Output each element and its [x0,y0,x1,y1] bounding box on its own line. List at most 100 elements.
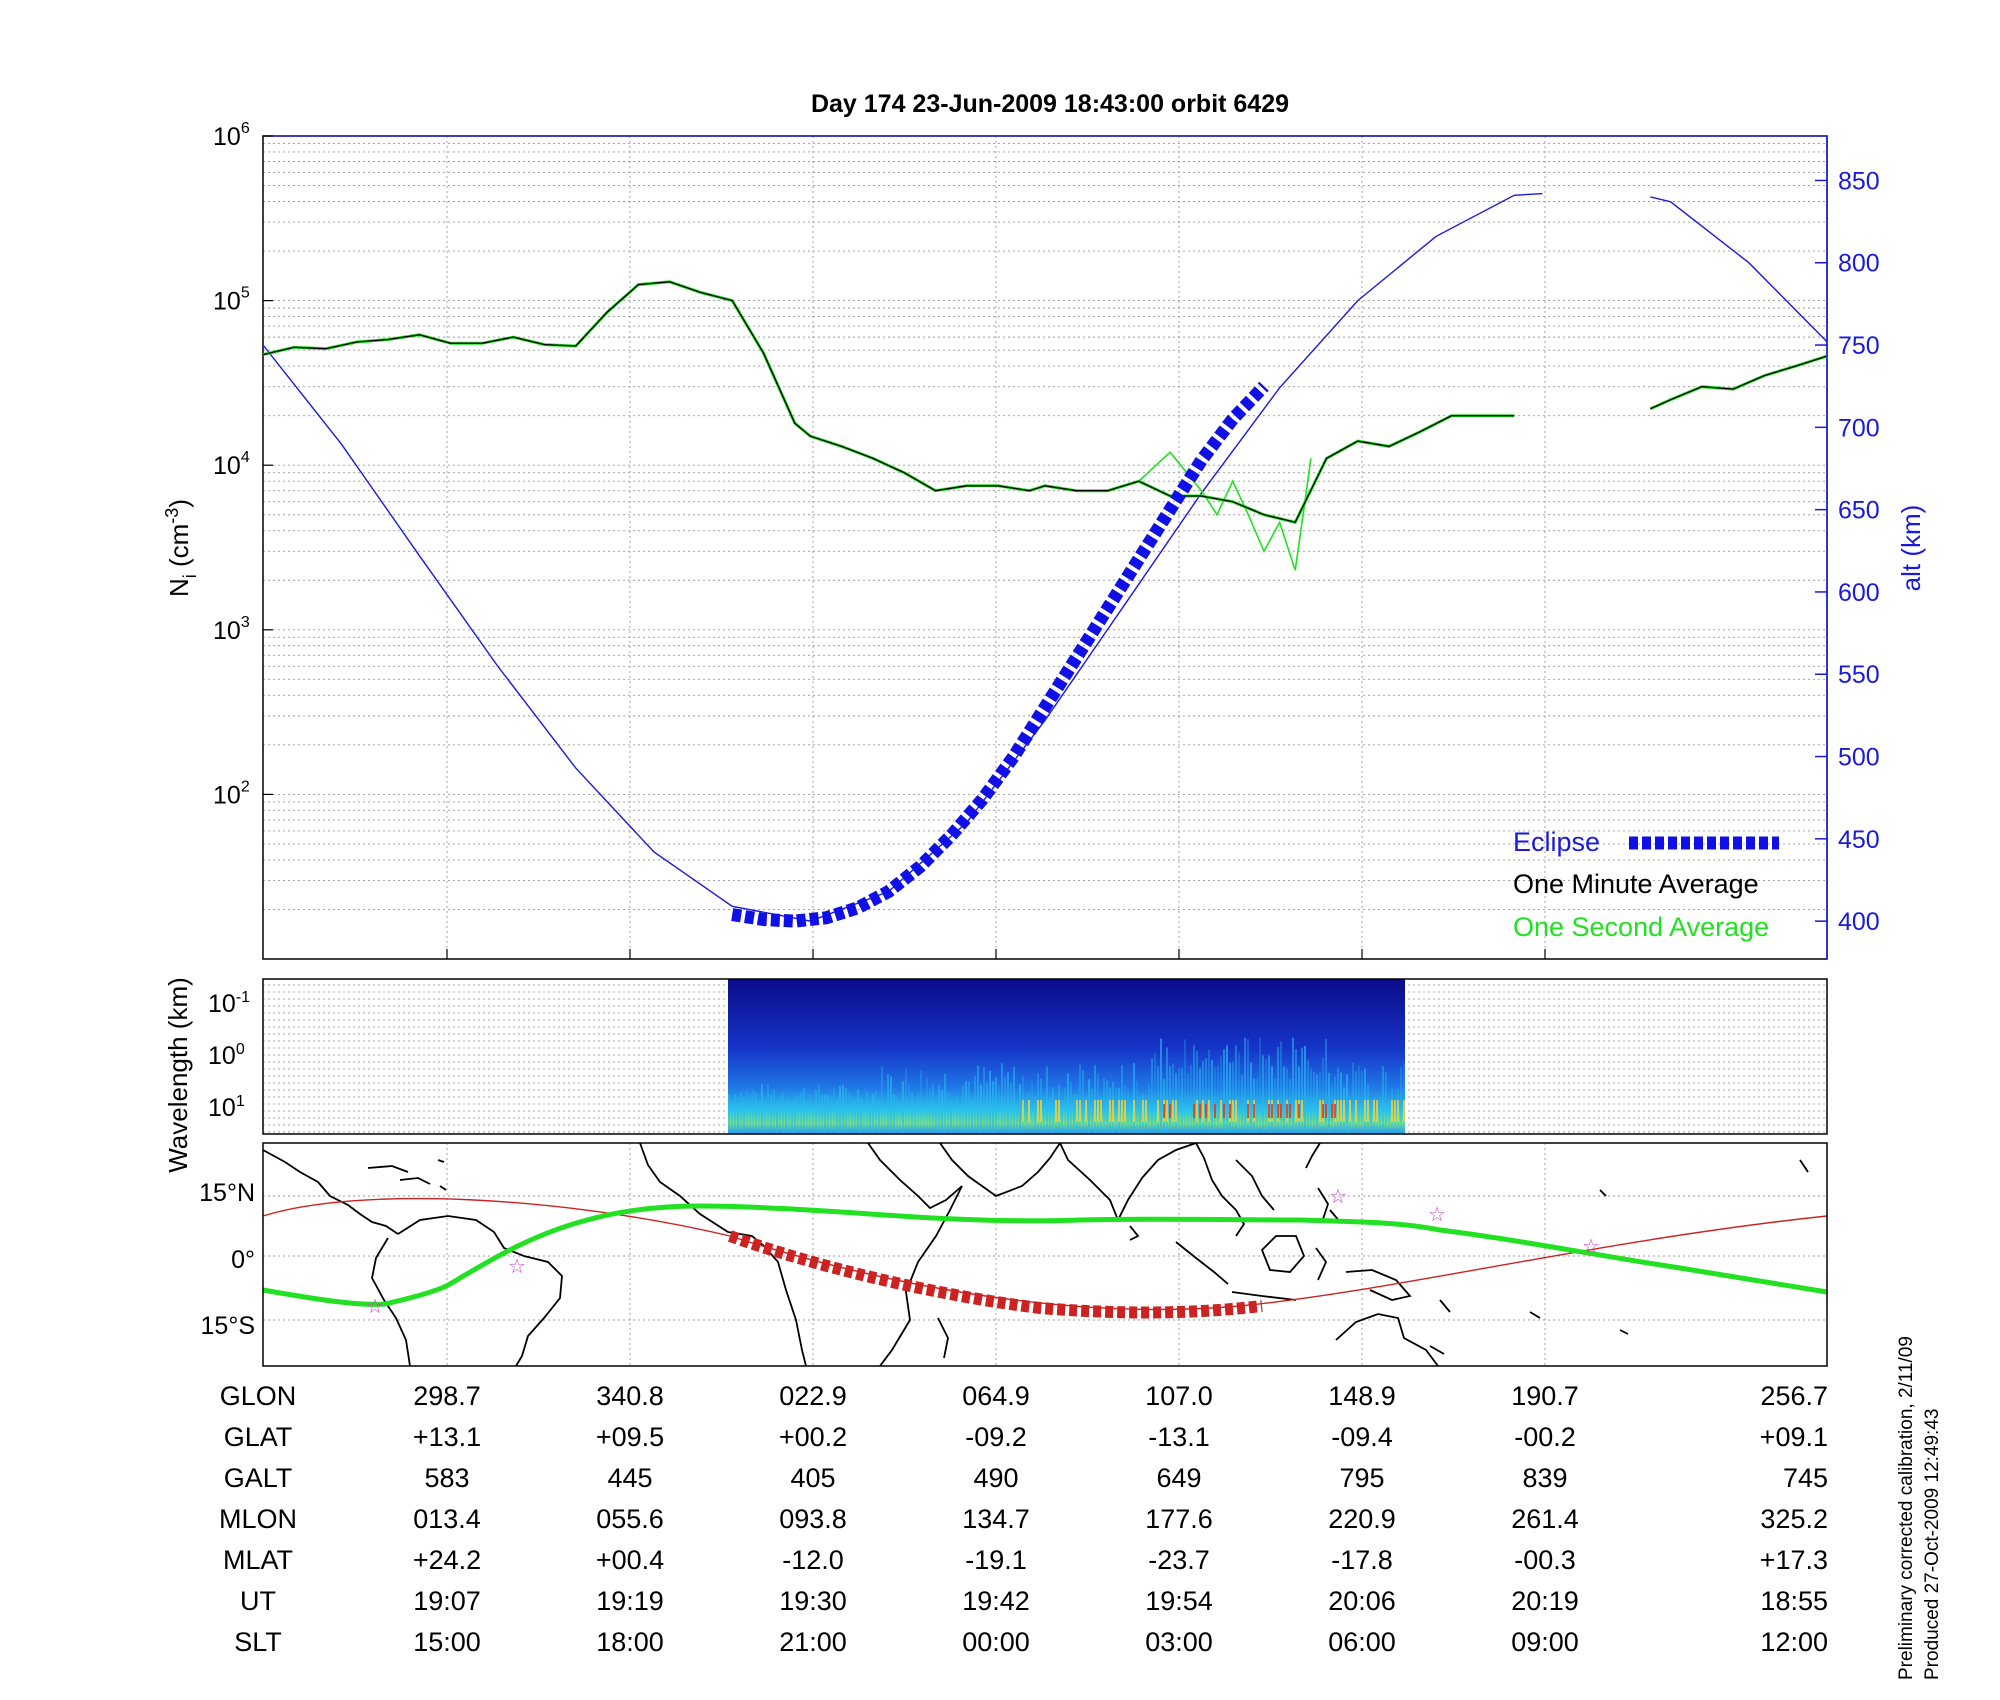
orbit-table: GLON 298.7 340.8 022.9 064.9 107.0 148.9 190.7 2… [219,1381,1828,1657]
table-cell: -13.1 [1148,1422,1210,1452]
legend-second: One Second Average [1513,912,1769,942]
spec-hot [1376,1100,1378,1122]
spec-hot [1040,1100,1042,1122]
spec-streak [1136,1081,1138,1134]
spec-streak [758,1100,760,1134]
coast-india [1059,1142,1197,1223]
spec-hot [1319,1100,1321,1122]
spec-streak [1211,1059,1213,1134]
spec-hot [1133,1100,1135,1122]
spec-streak [995,1077,997,1134]
spec-hot [1364,1100,1366,1122]
spec-streak [890,1076,892,1134]
table-cell: 19:42 [962,1586,1030,1616]
spec-streak [974,1076,976,1134]
station-star-icon: ☆ [1428,1204,1446,1226]
spec-streak [884,1102,886,1134]
right-tick-label: 400 [1838,908,1880,936]
spec-streak [1301,1047,1303,1134]
density-panel: 102 103 104 105 106 400 450 500 550 600 650 700 750… [213,120,1880,960]
spec-streak [1166,1047,1168,1134]
spec-streak [1283,1066,1285,1134]
minute-average-line [262,281,1515,524]
spec-streak [1346,1074,1348,1134]
coast-africa-east [867,1142,963,1367]
spec-streak [860,1098,862,1134]
map-panel: ☆ ☆ ☆ ☆ ☆ 15°N 0° 15°S [199,1142,1828,1367]
spec-streak [1358,1065,1360,1134]
spec-streak [923,1097,925,1134]
y-axis-label-right: alt (km) [1896,505,1926,592]
spec-streak [947,1092,949,1134]
table-cell: 490 [973,1463,1018,1493]
spec-streak [905,1068,907,1134]
station-star-icon: ☆ [508,1256,526,1278]
station-star-icon: ☆ [1582,1236,1600,1258]
spec-streak [740,1091,742,1134]
spec-streak [1067,1073,1069,1134]
spec-hot-red [1199,1104,1201,1118]
spec-hot [1196,1100,1198,1122]
spec-hot [1349,1100,1351,1122]
spec-hot [1094,1100,1096,1122]
spec-hot [1235,1100,1237,1122]
spec-streak [1265,1059,1267,1134]
map-tick-15n: 15°N [199,1179,255,1207]
spec-streak [827,1094,829,1134]
spec-hot [1208,1100,1210,1122]
spec-hot-red [1289,1104,1291,1118]
spec-streak [1235,1045,1237,1134]
spec-streak [926,1077,928,1134]
spec-streak [1007,1072,1009,1134]
spec-streak [737,1102,739,1134]
spec-hot [1355,1100,1357,1122]
spec-hot-red [1334,1104,1336,1118]
density-series [262,192,1828,928]
spec-hot [1109,1100,1111,1122]
table-row-label: GLON [220,1381,297,1411]
spec-hot [1118,1100,1120,1122]
table-cell: -00.2 [1514,1422,1576,1452]
spec-streak [1046,1066,1048,1134]
table-cell: +17.3 [1760,1545,1828,1575]
table-row-label: SLT [234,1627,282,1657]
spec-streak [893,1094,895,1134]
spectrogram-panel: 10-1 100 101 [208,978,1828,1135]
spec-hot-red [1193,1104,1195,1118]
spec-hot-red [1223,1104,1225,1118]
spec-streak [806,1101,808,1134]
table-cell: 795 [1339,1463,1384,1493]
spec-streak [968,1081,970,1134]
spec-streak [887,1074,889,1134]
spec-hot-red [1325,1104,1327,1118]
spec-hot [1391,1100,1393,1122]
spec-hot-red [1331,1104,1333,1118]
spec-streak [1328,1072,1330,1134]
spec-streak [980,1084,982,1134]
spec-streak [1313,1071,1315,1134]
spec-streak [1148,1083,1150,1134]
spec-streak [833,1088,835,1134]
table-cell: 745 [1783,1463,1828,1493]
table-cell: 405 [790,1463,835,1493]
spec-hot [1175,1100,1177,1122]
spec-hot [1112,1100,1114,1122]
spec-streak [1202,1060,1204,1134]
spec-streak [1088,1079,1090,1134]
table-cell: 148.9 [1328,1381,1396,1411]
spec-streak [1292,1037,1294,1134]
spec-streak [773,1089,775,1134]
spec-streak [863,1103,865,1134]
spec-streak [752,1089,754,1134]
table-cell: 15:00 [413,1627,481,1657]
table-cell: 298.7 [413,1381,481,1411]
spec-hot-red [1271,1104,1273,1118]
spec-streak [899,1100,901,1134]
spec-hot [1145,1100,1147,1122]
spec-streak [1079,1064,1081,1134]
left-tick-label: 103 [213,614,250,645]
spec-streak [1256,1078,1258,1134]
table-cell: 00:00 [962,1627,1030,1657]
table-cell: +09.5 [596,1422,664,1452]
table-cell: 12:00 [1760,1627,1828,1657]
